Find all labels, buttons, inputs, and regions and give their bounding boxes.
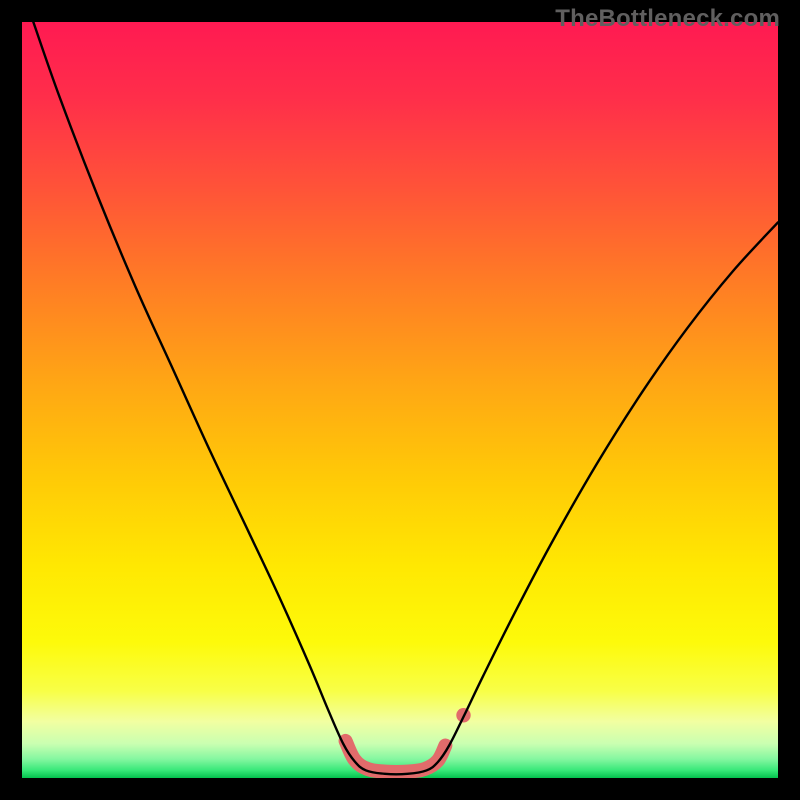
plot-background [22, 22, 778, 778]
chart-svg [0, 0, 800, 800]
watermark-text: TheBottleneck.com [555, 5, 780, 33]
